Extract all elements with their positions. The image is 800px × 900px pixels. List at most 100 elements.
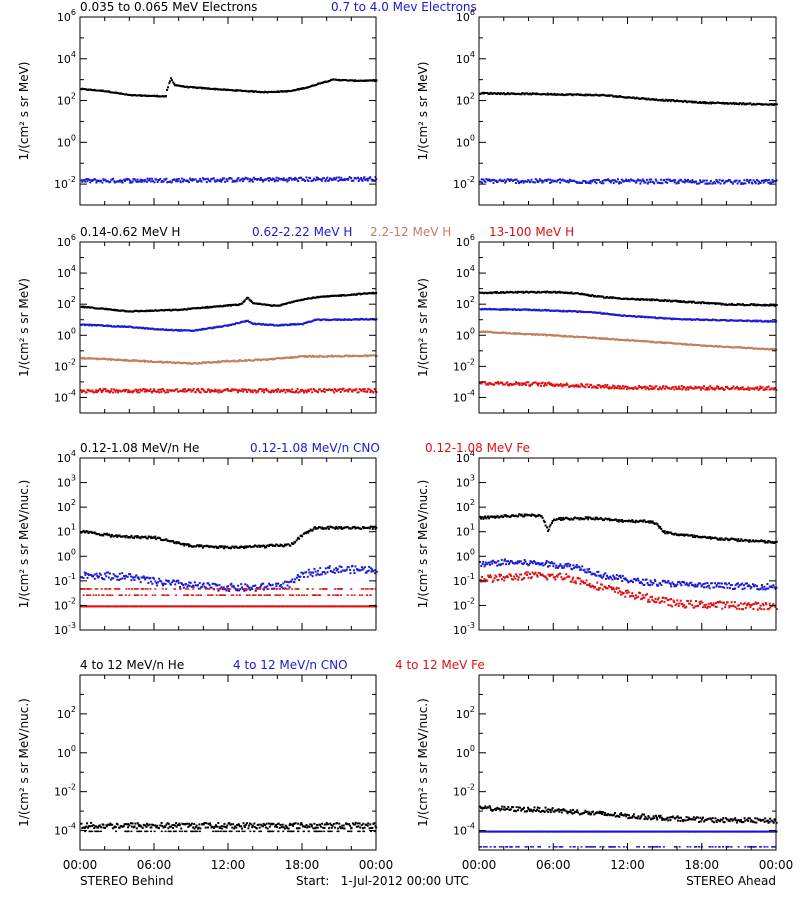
data-point <box>303 87 306 90</box>
data-point <box>226 545 229 548</box>
data-point <box>242 588 245 590</box>
data-point <box>123 178 126 181</box>
data-point <box>142 575 145 578</box>
data-point <box>607 178 610 181</box>
data-point <box>647 387 649 389</box>
data-point <box>638 384 641 387</box>
data-point <box>656 298 659 301</box>
data-point <box>213 582 216 585</box>
data-point <box>285 388 288 391</box>
data-point <box>192 605 195 608</box>
series-protons-ahead-0 <box>479 290 778 307</box>
data-point <box>327 527 330 530</box>
data-point <box>162 584 164 587</box>
data-point <box>93 577 96 580</box>
data-point <box>633 180 636 183</box>
data-point <box>204 588 207 590</box>
data-point <box>297 180 300 183</box>
data-point <box>218 361 221 364</box>
data-point <box>112 391 115 394</box>
data-point <box>174 583 177 586</box>
data-point <box>271 583 274 586</box>
data-point <box>186 329 189 332</box>
data-point <box>618 314 621 317</box>
data-point <box>506 381 509 384</box>
data-point <box>230 304 233 307</box>
data-point <box>144 327 147 330</box>
data-point <box>140 309 143 312</box>
data-point <box>173 541 176 544</box>
data-point <box>344 294 347 297</box>
data-point <box>756 386 759 389</box>
data-point <box>120 358 123 361</box>
data-point <box>653 182 656 185</box>
data-point <box>331 389 334 392</box>
data-point <box>162 388 164 391</box>
data-point <box>358 605 361 608</box>
data-point <box>118 358 121 361</box>
data-point <box>352 388 355 391</box>
data-point <box>334 78 337 81</box>
data-point <box>685 180 687 182</box>
data-point <box>708 182 711 185</box>
data-point <box>98 575 101 578</box>
data-point <box>152 180 154 183</box>
data-point <box>223 88 226 91</box>
data-point <box>564 180 567 183</box>
data-point <box>648 384 651 387</box>
data-point <box>298 537 301 540</box>
data-point <box>646 340 649 343</box>
data-point <box>692 344 695 347</box>
data-point <box>684 318 687 321</box>
data-point <box>246 391 249 393</box>
data-point <box>254 589 257 592</box>
data-point <box>189 178 192 181</box>
data-point <box>138 578 141 581</box>
data-point <box>251 588 254 590</box>
data-point <box>323 571 326 573</box>
data-point <box>137 605 140 608</box>
data-point <box>757 320 760 323</box>
data-point <box>652 341 655 344</box>
data-point <box>284 323 287 326</box>
data-point <box>699 319 702 322</box>
data-point <box>372 391 375 394</box>
data-point <box>261 390 264 393</box>
data-point <box>771 303 774 306</box>
data-point <box>262 582 265 585</box>
data-point <box>703 101 706 104</box>
data-point <box>123 325 126 328</box>
data-point <box>347 605 350 608</box>
data-point <box>524 384 527 386</box>
data-point <box>271 304 274 307</box>
data-point <box>647 388 650 391</box>
data-point <box>145 180 148 183</box>
data-point <box>294 541 297 544</box>
data-point <box>273 389 276 392</box>
data-point <box>174 308 177 311</box>
data-point <box>333 176 336 179</box>
data-point <box>681 318 684 321</box>
data-point <box>145 537 148 540</box>
data-point <box>297 575 300 578</box>
data-point <box>507 92 510 95</box>
y-tick-label: 10-4 <box>453 388 475 404</box>
data-point <box>538 309 541 312</box>
data-point <box>614 386 617 389</box>
data-point <box>587 311 590 314</box>
data-point <box>730 181 733 184</box>
data-point <box>245 297 248 300</box>
data-point <box>639 182 642 185</box>
data-point <box>743 304 746 307</box>
data-point <box>533 291 536 294</box>
data-point <box>89 573 91 576</box>
data-point <box>345 354 348 357</box>
data-point <box>108 594 111 596</box>
data-point <box>231 323 234 326</box>
data-point <box>255 302 258 305</box>
data-point <box>348 318 351 321</box>
data-point <box>163 594 165 596</box>
data-point <box>763 388 766 391</box>
data-point <box>309 354 311 357</box>
data-point <box>197 388 200 390</box>
